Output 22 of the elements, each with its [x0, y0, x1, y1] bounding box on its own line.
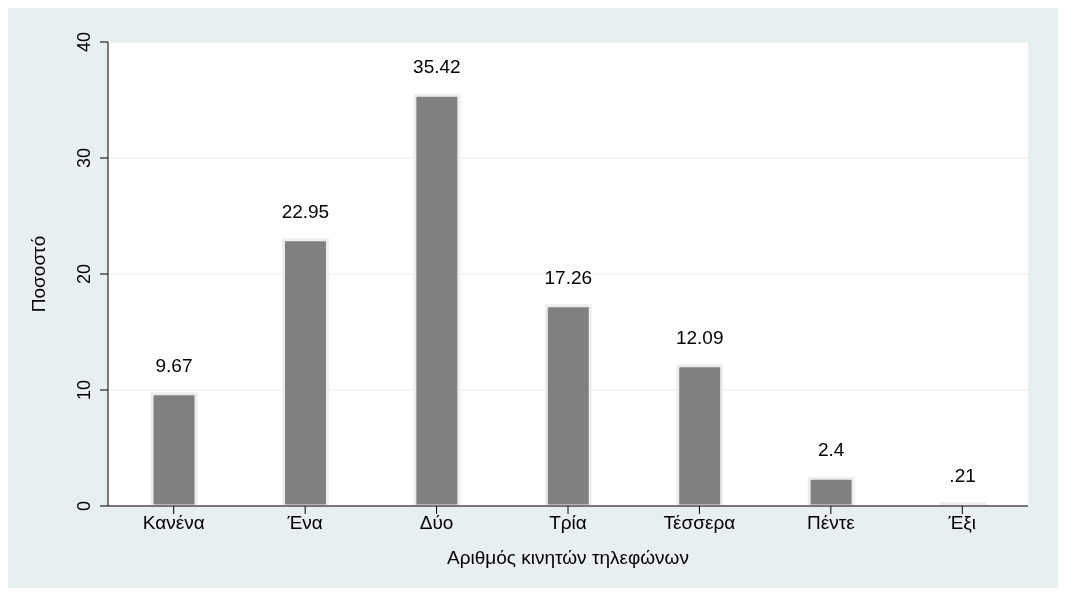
data-label: 17.26	[544, 266, 593, 288]
data-label: 9.67	[155, 354, 193, 376]
y-tick-label: 0	[74, 500, 94, 512]
bar	[807, 476, 855, 506]
data-label: .21	[949, 464, 976, 486]
x-tick-label: Κανένα	[142, 512, 205, 534]
y-axis-title: Ποσοστό	[27, 235, 49, 313]
y-tick-label: 10	[74, 379, 94, 401]
data-label: 35.42	[413, 56, 461, 78]
data-label: 22.95	[281, 200, 330, 222]
x-tick-label: Ένα	[286, 512, 323, 534]
y-tick-label: 30	[74, 147, 94, 169]
x-axis-title: Αριθμός κινητών τηλεφώνων	[447, 547, 689, 568]
x-tick-label: Τρία	[549, 512, 587, 534]
y-tick-label: 40	[74, 31, 94, 53]
x-tick-label: Έξι	[947, 512, 977, 534]
data-label: 12.09	[675, 326, 724, 348]
x-tick-label: Δύο	[419, 512, 454, 534]
y-tick-label: 20	[74, 263, 94, 285]
data-label: 2.4	[817, 439, 845, 461]
x-tick-label: Τέσσερα	[663, 512, 736, 534]
x-tick-label: Πέντε	[807, 512, 856, 534]
